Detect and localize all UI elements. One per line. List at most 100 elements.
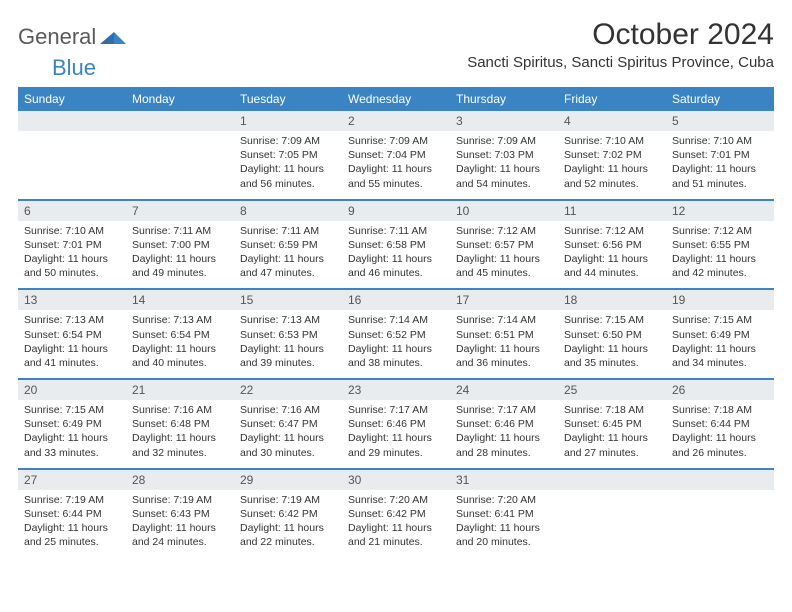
- day-number-empty: [126, 111, 234, 131]
- daylight-text: Daylight: 11 hours and 26 minutes.: [672, 431, 768, 459]
- daylight-text: Daylight: 11 hours and 35 minutes.: [564, 342, 660, 370]
- calendar-cell: 6Sunrise: 7:10 AMSunset: 7:01 PMDaylight…: [18, 200, 126, 290]
- calendar-cell: 12Sunrise: 7:12 AMSunset: 6:55 PMDayligh…: [666, 200, 774, 290]
- sunrise-text: Sunrise: 7:13 AM: [240, 313, 336, 327]
- sunrise-text: Sunrise: 7:09 AM: [240, 134, 336, 148]
- sunrise-text: Sunrise: 7:20 AM: [348, 493, 444, 507]
- daylight-text: Daylight: 11 hours and 36 minutes.: [456, 342, 552, 370]
- brand-mark-icon: [100, 26, 126, 49]
- calendar-cell: [126, 111, 234, 200]
- calendar-cell: 10Sunrise: 7:12 AMSunset: 6:57 PMDayligh…: [450, 200, 558, 290]
- calendar-cell: 24Sunrise: 7:17 AMSunset: 6:46 PMDayligh…: [450, 379, 558, 469]
- cell-body: Sunrise: 7:11 AMSunset: 7:00 PMDaylight:…: [126, 221, 234, 289]
- calendar-cell: 27Sunrise: 7:19 AMSunset: 6:44 PMDayligh…: [18, 469, 126, 558]
- cell-body: Sunrise: 7:11 AMSunset: 6:59 PMDaylight:…: [234, 221, 342, 289]
- calendar-cell: 15Sunrise: 7:13 AMSunset: 6:53 PMDayligh…: [234, 289, 342, 379]
- calendar-cell: [558, 469, 666, 558]
- sunset-text: Sunset: 7:04 PM: [348, 148, 444, 162]
- dayname-header: Saturday: [666, 87, 774, 111]
- sunset-text: Sunset: 6:46 PM: [348, 417, 444, 431]
- sunrise-text: Sunrise: 7:11 AM: [348, 224, 444, 238]
- sunset-text: Sunset: 7:01 PM: [24, 238, 120, 252]
- sunrise-text: Sunrise: 7:15 AM: [564, 313, 660, 327]
- daylight-text: Daylight: 11 hours and 21 minutes.: [348, 521, 444, 549]
- daylight-text: Daylight: 11 hours and 27 minutes.: [564, 431, 660, 459]
- sunrise-text: Sunrise: 7:16 AM: [132, 403, 228, 417]
- sunrise-text: Sunrise: 7:12 AM: [456, 224, 552, 238]
- daylight-text: Daylight: 11 hours and 39 minutes.: [240, 342, 336, 370]
- sunset-text: Sunset: 7:03 PM: [456, 148, 552, 162]
- brand-blue: Blue: [52, 55, 96, 81]
- cell-body: Sunrise: 7:09 AMSunset: 7:04 PMDaylight:…: [342, 131, 450, 199]
- sunrise-text: Sunrise: 7:12 AM: [672, 224, 768, 238]
- cell-body: Sunrise: 7:11 AMSunset: 6:58 PMDaylight:…: [342, 221, 450, 289]
- day-number: 20: [18, 380, 126, 400]
- location-subtitle: Sancti Spiritus, Sancti Spiritus Provinc…: [467, 54, 774, 71]
- dayname-header: Tuesday: [234, 87, 342, 111]
- sunset-text: Sunset: 6:50 PM: [564, 328, 660, 342]
- sunset-text: Sunset: 6:44 PM: [24, 507, 120, 521]
- calendar-cell: 20Sunrise: 7:15 AMSunset: 6:49 PMDayligh…: [18, 379, 126, 469]
- sunset-text: Sunset: 6:45 PM: [564, 417, 660, 431]
- calendar-table: SundayMondayTuesdayWednesdayThursdayFrid…: [18, 87, 774, 557]
- day-number-empty: [18, 111, 126, 131]
- day-number: 7: [126, 201, 234, 221]
- calendar-cell: 13Sunrise: 7:13 AMSunset: 6:54 PMDayligh…: [18, 289, 126, 379]
- day-number: 2: [342, 111, 450, 131]
- sunset-text: Sunset: 6:51 PM: [456, 328, 552, 342]
- calendar-cell: 29Sunrise: 7:19 AMSunset: 6:42 PMDayligh…: [234, 469, 342, 558]
- day-number: 3: [450, 111, 558, 131]
- brand-general: General: [18, 24, 96, 50]
- sunset-text: Sunset: 6:53 PM: [240, 328, 336, 342]
- title-block: October 2024 Sancti Spiritus, Sancti Spi…: [467, 18, 774, 71]
- daylight-text: Daylight: 11 hours and 47 minutes.: [240, 252, 336, 280]
- daylight-text: Daylight: 11 hours and 50 minutes.: [24, 252, 120, 280]
- calendar-week: 13Sunrise: 7:13 AMSunset: 6:54 PMDayligh…: [18, 289, 774, 379]
- sunrise-text: Sunrise: 7:18 AM: [564, 403, 660, 417]
- cell-body: Sunrise: 7:19 AMSunset: 6:44 PMDaylight:…: [18, 490, 126, 558]
- day-number: 6: [18, 201, 126, 221]
- sunset-text: Sunset: 6:58 PM: [348, 238, 444, 252]
- day-number: 27: [18, 470, 126, 490]
- day-number-empty: [558, 470, 666, 490]
- daylight-text: Daylight: 11 hours and 44 minutes.: [564, 252, 660, 280]
- cell-body: Sunrise: 7:09 AMSunset: 7:05 PMDaylight:…: [234, 131, 342, 199]
- sunset-text: Sunset: 6:59 PM: [240, 238, 336, 252]
- sunrise-text: Sunrise: 7:10 AM: [24, 224, 120, 238]
- sunrise-text: Sunrise: 7:19 AM: [132, 493, 228, 507]
- month-title: October 2024: [467, 18, 774, 52]
- calendar-body: 1Sunrise: 7:09 AMSunset: 7:05 PMDaylight…: [18, 111, 774, 557]
- sunrise-text: Sunrise: 7:13 AM: [24, 313, 120, 327]
- sunrise-text: Sunrise: 7:10 AM: [672, 134, 768, 148]
- cell-body: Sunrise: 7:17 AMSunset: 6:46 PMDaylight:…: [450, 400, 558, 468]
- calendar-cell: 17Sunrise: 7:14 AMSunset: 6:51 PMDayligh…: [450, 289, 558, 379]
- daylight-text: Daylight: 11 hours and 33 minutes.: [24, 431, 120, 459]
- sunrise-text: Sunrise: 7:16 AM: [240, 403, 336, 417]
- sunrise-text: Sunrise: 7:14 AM: [348, 313, 444, 327]
- calendar-cell: 26Sunrise: 7:18 AMSunset: 6:44 PMDayligh…: [666, 379, 774, 469]
- sunset-text: Sunset: 6:56 PM: [564, 238, 660, 252]
- cell-body: Sunrise: 7:19 AMSunset: 6:42 PMDaylight:…: [234, 490, 342, 558]
- cell-body-empty: [18, 131, 126, 156]
- cell-body: Sunrise: 7:15 AMSunset: 6:49 PMDaylight:…: [18, 400, 126, 468]
- day-number: 9: [342, 201, 450, 221]
- daylight-text: Daylight: 11 hours and 56 minutes.: [240, 162, 336, 190]
- day-number: 31: [450, 470, 558, 490]
- day-number: 29: [234, 470, 342, 490]
- daylight-text: Daylight: 11 hours and 41 minutes.: [24, 342, 120, 370]
- daylight-text: Daylight: 11 hours and 40 minutes.: [132, 342, 228, 370]
- sunrise-text: Sunrise: 7:15 AM: [672, 313, 768, 327]
- cell-body: Sunrise: 7:17 AMSunset: 6:46 PMDaylight:…: [342, 400, 450, 468]
- sunrise-text: Sunrise: 7:09 AM: [348, 134, 444, 148]
- sunrise-text: Sunrise: 7:17 AM: [456, 403, 552, 417]
- day-number: 14: [126, 290, 234, 310]
- cell-body: Sunrise: 7:13 AMSunset: 6:53 PMDaylight:…: [234, 310, 342, 378]
- daylight-text: Daylight: 11 hours and 30 minutes.: [240, 431, 336, 459]
- sunset-text: Sunset: 6:41 PM: [456, 507, 552, 521]
- daylight-text: Daylight: 11 hours and 32 minutes.: [132, 431, 228, 459]
- daylight-text: Daylight: 11 hours and 51 minutes.: [672, 162, 768, 190]
- day-number: 13: [18, 290, 126, 310]
- cell-body: Sunrise: 7:12 AMSunset: 6:57 PMDaylight:…: [450, 221, 558, 289]
- cell-body: Sunrise: 7:10 AMSunset: 7:01 PMDaylight:…: [18, 221, 126, 289]
- daylight-text: Daylight: 11 hours and 55 minutes.: [348, 162, 444, 190]
